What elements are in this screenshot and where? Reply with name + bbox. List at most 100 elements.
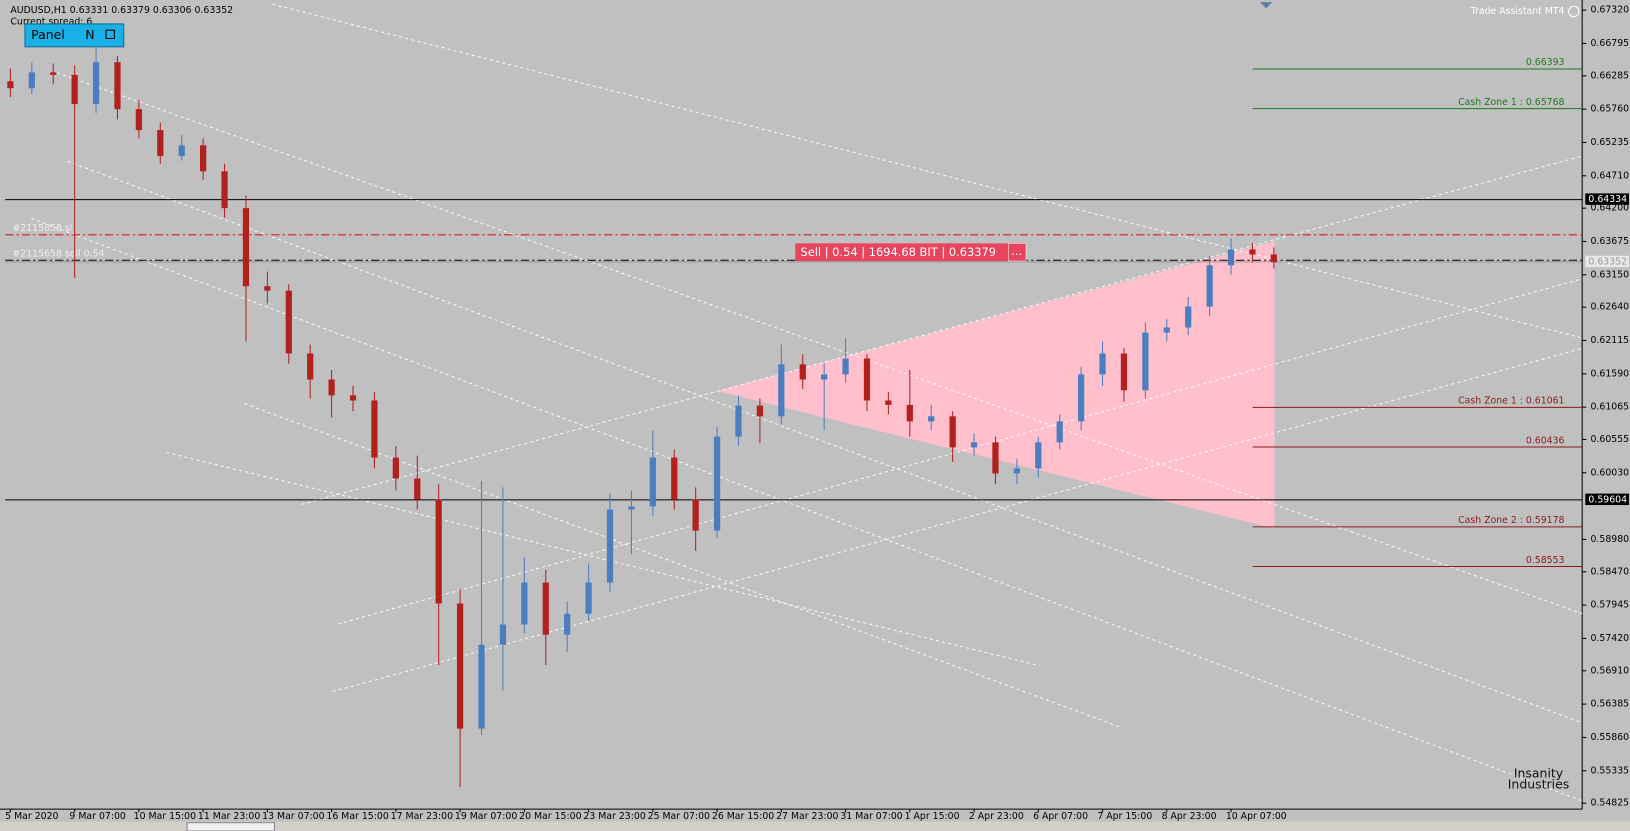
cash-level-label: 0.60436 <box>1526 435 1565 446</box>
candle-body <box>157 130 164 157</box>
candle-body <box>799 364 806 380</box>
candle-body <box>1163 327 1170 333</box>
y-tick-label: 0.58980 <box>1590 534 1629 545</box>
candle-body <box>1078 374 1085 422</box>
candle-body <box>735 405 742 437</box>
assistant-label: Trade Assistant MT4 <box>1470 6 1565 17</box>
candle-body <box>1270 254 1277 263</box>
y-tick-label: 0.63675 <box>1590 236 1629 247</box>
x-tick-label: 10 Mar 15:00 <box>134 811 196 822</box>
y-tick-label: 0.67320 <box>1590 5 1629 16</box>
candle-body <box>671 457 678 500</box>
panel-icon[interactable] <box>105 29 115 40</box>
candle-body <box>778 364 785 417</box>
candle-body <box>649 457 656 507</box>
x-tick-label: 5 Mar 2020 <box>5 811 58 822</box>
x-tick-label: 2 Apr 23:00 <box>969 811 1024 822</box>
current-price-label: 0.63352 <box>1588 256 1627 267</box>
spread-info: Current spread: 6 <box>10 16 92 27</box>
cash-level-label: 0.58553 <box>1526 555 1565 566</box>
x-tick-label: 19 Mar 07:00 <box>455 811 517 822</box>
y-tick-label: 0.61590 <box>1590 368 1629 379</box>
x-tick-label: 6 Apr 07:00 <box>1033 811 1088 822</box>
cash-level-label: Cash Zone 2 : 0.59178 <box>1458 515 1564 526</box>
price-box-label: 0.59604 <box>1588 494 1627 505</box>
y-tick-label: 0.57420 <box>1590 633 1629 644</box>
x-tick-label: 16 Mar 15:00 <box>326 811 388 822</box>
sl-label: #2115658 sl <box>12 223 72 234</box>
candle-body <box>906 404 913 422</box>
x-tick-label: 7 Apr 15:00 <box>1097 811 1152 822</box>
y-tick-label: 0.65235 <box>1590 137 1629 148</box>
candle-body <box>1142 332 1149 391</box>
x-tick-label: 11 Mar 23:00 <box>198 811 260 822</box>
symbol-info: AUDUSD,H1 0.63331 0.63379 0.63306 0.6335… <box>10 5 233 16</box>
candle-body <box>1185 306 1192 328</box>
sell-box[interactable]: Sell | 0.54 | 1694.68 BIT | 0.63379 ... <box>795 243 1027 262</box>
y-tick-label: 0.63150 <box>1590 269 1629 280</box>
cash-level-label: Cash Zone 1 : 0.65768 <box>1458 97 1564 108</box>
panel-button-bg[interactable] <box>24 23 125 48</box>
candle-body <box>71 74 78 105</box>
shift-marker <box>1259 2 1273 9</box>
candle-body <box>478 644 485 729</box>
candle-body <box>92 62 100 105</box>
candle-body <box>1120 353 1128 391</box>
candle-body <box>178 145 185 157</box>
x-tick-label: 25 Mar 07:00 <box>648 811 710 822</box>
trend-line <box>166 451 1040 667</box>
candle-body <box>542 582 549 635</box>
panel-button[interactable]: Panel N <box>24 23 125 48</box>
candle-body <box>928 416 935 422</box>
candle-body <box>1099 353 1106 375</box>
active-tab[interactable] <box>186 822 275 831</box>
y-tick-label: 0.64200 <box>1590 203 1629 214</box>
y-tick-label: 0.65760 <box>1590 104 1629 115</box>
candle-body <box>307 353 314 380</box>
candle-body <box>949 416 956 448</box>
tab-strip <box>0 821 1630 831</box>
candle-body <box>521 582 528 625</box>
candle-body <box>606 509 614 583</box>
candle-body <box>713 436 721 531</box>
panel-mode[interactable]: N <box>85 27 94 42</box>
trend-line <box>244 403 1123 729</box>
candle-body <box>1035 442 1042 469</box>
y-tick-label: 0.61065 <box>1590 402 1629 413</box>
candle-body <box>1206 265 1213 307</box>
sell-box-more-bg[interactable] <box>1008 243 1027 262</box>
sell-box-more[interactable]: ... <box>1011 244 1022 258</box>
candle-body <box>992 442 999 474</box>
x-tick-label: 1 Apr 15:00 <box>905 811 960 822</box>
y-tick-label: 0.55860 <box>1590 732 1629 743</box>
y-tick-label: 0.60030 <box>1590 467 1629 478</box>
cash-level-label: 0.66393 <box>1526 57 1565 68</box>
candle-body <box>392 457 399 479</box>
y-tick-label: 0.66285 <box>1590 70 1629 81</box>
trend-line <box>57 72 1583 615</box>
candle-body <box>756 405 764 417</box>
y-tick-label: 0.56385 <box>1590 699 1629 710</box>
y-tick-label: 0.62115 <box>1590 335 1629 346</box>
x-tick-label: 17 Mar 23:00 <box>391 811 453 822</box>
y-tick-label: 0.56910 <box>1590 665 1629 676</box>
candle-body <box>863 358 871 401</box>
candle-body <box>285 290 292 354</box>
candle-body <box>1013 468 1020 474</box>
panel-button-label[interactable]: Panel <box>31 27 65 42</box>
x-tick-label: 23 Mar 23:00 <box>583 811 645 822</box>
sell-box-label[interactable]: Sell | 0.54 | 1694.68 BIT | 0.63379 <box>800 245 996 259</box>
y-tick-label: 0.57945 <box>1590 600 1629 611</box>
logo-line-1: Insanity <box>1514 765 1563 780</box>
x-tick-label: 9 Mar 07:00 <box>69 811 125 822</box>
price-box <box>1585 193 1629 205</box>
x-tick-label: 10 Apr 07:00 <box>1226 811 1287 822</box>
x-tick-label: 26 Mar 15:00 <box>712 811 774 822</box>
candle-body <box>7 81 14 89</box>
trend-line <box>67 160 1583 724</box>
candle-body <box>970 442 978 448</box>
assistant-icon[interactable] <box>1568 5 1580 18</box>
candle-body <box>264 286 271 291</box>
sell-box-bg[interactable] <box>795 243 1009 262</box>
